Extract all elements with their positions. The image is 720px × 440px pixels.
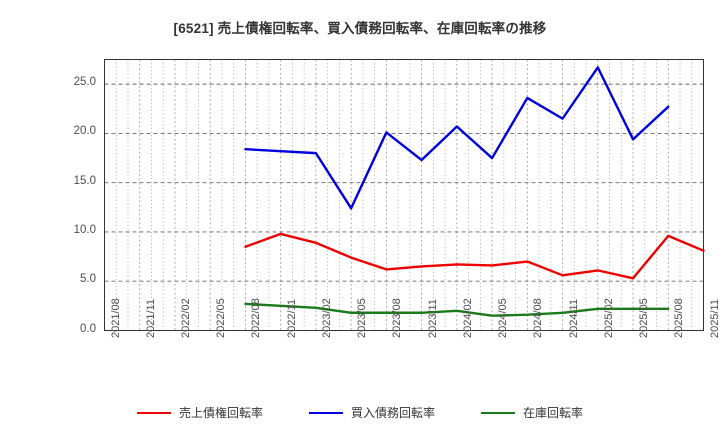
grid-minor: [115, 59, 693, 331]
y-axis-tick-label: 5.0: [80, 273, 96, 286]
x-axis-tick-label: 2025/11: [708, 299, 720, 338]
legend-item[interactable]: 買入債務回転率: [308, 404, 435, 421]
x-axis-tick-label: 2025/08: [673, 298, 686, 338]
legend-label: 買入債務回転率: [350, 406, 435, 420]
y-axis-tick-label: 20.0: [73, 125, 96, 138]
chart-title: [6521] 売上債権回転率、買入債務回転率、在庫回転率の推移: [173, 21, 547, 36]
y-axis-tick-label: 15.0: [73, 174, 96, 187]
chart-legend: 売上債権回転率 買入債務回転率 在庫回転率: [0, 404, 720, 421]
x-axis-tick-label: 2023/11: [426, 299, 439, 338]
x-axis-tick-label: 2024/05: [497, 298, 510, 338]
series-line: [244, 66, 670, 210]
x-axis-tick-label: 2024/02: [461, 298, 474, 338]
x-axis-tick-label: 2024/08: [532, 298, 545, 338]
x-axis-tick-label: 2025/02: [602, 298, 615, 338]
legend-label: 在庫回転率: [523, 406, 584, 420]
x-axis-tick-label: 2023/05: [356, 298, 369, 338]
legend-color-swatch: [481, 411, 515, 414]
x-axis-tick-label: 2022/05: [215, 298, 228, 338]
x-axis-tick-label: 2023/02: [320, 298, 333, 338]
x-axis-tick-label: 2022/11: [285, 299, 298, 338]
legend-item[interactable]: 在庫回転率: [481, 404, 583, 421]
x-axis-tick-label: 2022/08: [250, 298, 263, 338]
x-axis-tick-label: 2025/05: [638, 298, 651, 338]
legend-item[interactable]: 売上債権回転率: [136, 404, 263, 421]
legend-label: 売上債権回転率: [178, 406, 263, 420]
series-lines: [244, 66, 705, 317]
x-axis-tick-label: 2023/08: [391, 298, 404, 338]
x-axis-tick-label: 2024/11: [567, 299, 580, 338]
series-line: [244, 232, 705, 280]
legend-color-swatch: [136, 411, 171, 414]
y-axis-tick-label: 0.0: [80, 322, 96, 335]
series-line: [244, 302, 670, 317]
y-axis-tick-label: 25.0: [73, 76, 96, 89]
y-axis-tick-label: 10.0: [73, 223, 96, 236]
grid-major-y: [104, 83, 704, 282]
legend-color-swatch: [308, 411, 343, 414]
x-axis-tick-label: 2021/11: [144, 299, 157, 338]
plot-frame: [104, 59, 704, 331]
x-axis-tick-label: 2022/02: [179, 298, 192, 338]
x-axis-tick-label: 2021/08: [109, 298, 122, 338]
